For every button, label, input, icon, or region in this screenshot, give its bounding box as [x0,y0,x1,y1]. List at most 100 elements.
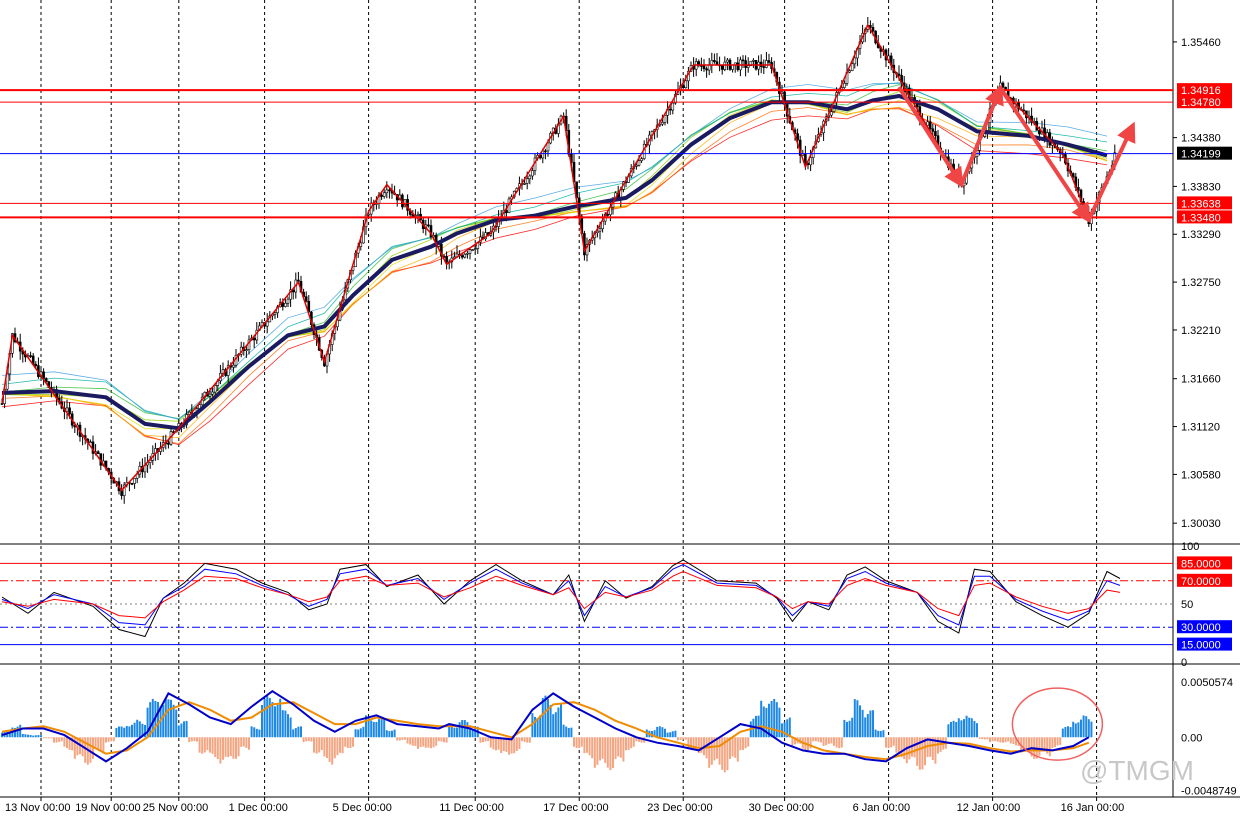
macd-histogram-bar [167,699,170,738]
macd-histogram-bar [183,721,185,738]
macd-histogram-bar [786,719,789,738]
macd-histogram-bar [495,737,497,751]
macd-histogram-bar [19,724,22,738]
macd-histogram-bar [968,717,971,738]
macd-histogram-bar [996,737,999,742]
macd-histogram-bar [882,730,885,738]
macd-histogram-bar [770,700,773,738]
macd-histogram-bar [887,737,890,749]
macd-histogram-bar [258,729,261,738]
macd-histogram-bar [461,720,464,738]
macd-histogram-bar [188,737,191,743]
macd-histogram-bar [775,702,778,738]
macd-histogram-bar [721,737,724,770]
macd-histogram-bar [131,724,133,738]
macd-histogram-bar [253,727,256,738]
macd-histogram-bar [279,698,282,738]
macd-histogram-bar [554,712,557,738]
macd-histogram-bar [112,737,115,742]
macd-histogram-bar [612,737,614,769]
candle-body [460,255,464,258]
macd-histogram-bar [570,727,573,738]
macd-histogram-bar [206,737,209,751]
time-tick-label: 6 Jan 00:00 [853,802,911,814]
macd-histogram-bar [489,737,492,748]
macd-histogram-bar [417,737,419,749]
macd-histogram-bar [224,737,227,757]
candle-body [471,249,474,251]
candle-body [208,393,212,397]
macd-histogram-bar [492,737,495,750]
macd-histogram-bar [289,717,292,738]
macd-histogram-bar [287,714,289,738]
macd-histogram-bar [539,715,542,738]
macd-histogram-bar [411,737,414,746]
macd-histogram-bar [328,737,331,762]
macd-histogram-bar [931,737,934,760]
macd-histogram-bar [817,737,820,742]
macd-histogram-bar [736,737,739,762]
macd-histogram-bar [606,737,609,768]
price-level-tag-label: 1.33480 [1181,212,1221,224]
macd-histogram-bar [196,737,198,742]
price-tick-label: 1.34380 [1181,133,1221,145]
macd-histogram-bar [765,707,768,738]
macd-histogram-bar [115,727,118,738]
macd-histogram-bar [552,714,555,738]
macd-histogram-bar [921,737,924,770]
macd-histogram-bar [742,737,744,750]
macd-histogram-bar [723,737,726,773]
macd-histogram-bar [690,737,692,751]
macd-histogram-bar [466,722,469,738]
macd-histogram-bar [861,709,864,738]
time-tick-label: 13 Nov 00:00 [5,802,70,814]
candle-body [286,298,290,304]
macd-histogram-bar [1051,737,1054,749]
macd-histogram-bar [518,737,521,750]
candle-body [848,70,851,73]
candle-body [68,407,71,415]
candle-body [1071,173,1075,178]
macd-histogram-bar [905,737,908,764]
macd-histogram-bar [128,726,131,738]
stochastic-level-tag-label: 70.0000 [1181,576,1221,588]
macd-histogram-bar [679,737,682,740]
macd-histogram-bar [731,737,734,757]
candle-body [468,249,472,254]
candle-body [707,64,711,71]
candle-body [598,228,602,232]
macd-histogram-bar [1030,737,1033,757]
macd-histogram-bar [471,729,474,738]
macd-histogram-bar [294,728,297,738]
macd-histogram-bar [536,717,539,738]
macd-histogram-bar [900,737,903,758]
candle-body [281,302,285,307]
stochastic-tick-label: 100 [1181,541,1199,553]
macd-histogram-bar [1090,721,1093,738]
current-price-tag-label: 1.34199 [1181,149,1221,161]
macd-histogram-bar [157,701,159,738]
macd-histogram-bar [739,737,742,751]
macd-histogram-bar [292,729,295,738]
macd-histogram-bar [726,737,729,771]
candle-body [804,153,807,164]
macd-histogram-bar [617,737,620,757]
macd-histogram-bar [276,704,279,738]
macd-histogram-bar [359,728,362,738]
candle-body [291,289,295,293]
candle-body [466,253,469,255]
price-tick-label: 1.31120 [1181,422,1220,434]
candle-body [661,122,664,125]
macd-histogram-bar [794,737,796,745]
macd-histogram-bar [318,737,321,753]
macd-histogram-bar [237,737,240,757]
macd-histogram-bar [248,737,250,750]
price-level-tag-label: 1.34916 [1181,85,1221,97]
macd-histogram-bar [599,737,601,761]
macd-histogram-bar [601,737,604,759]
candle-body [252,337,256,341]
macd-histogram-bar [219,737,222,764]
macd-histogram-bar [414,737,417,746]
candle-body [463,254,467,258]
